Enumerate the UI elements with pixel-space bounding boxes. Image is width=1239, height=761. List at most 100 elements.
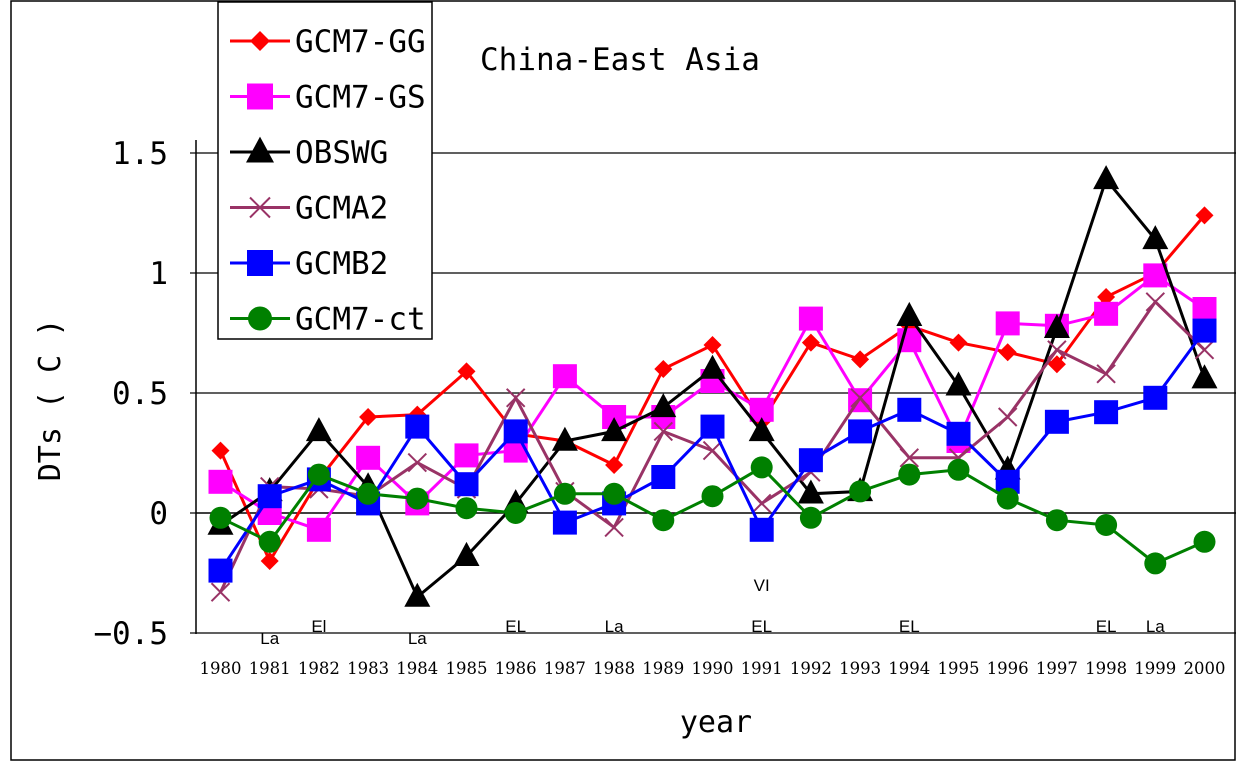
square-marker: [946, 421, 971, 446]
circle-marker: [1193, 530, 1216, 553]
diamond-marker: [949, 333, 968, 352]
circle-marker: [750, 456, 773, 479]
circle-marker: [258, 530, 281, 553]
circle-marker: [701, 485, 724, 508]
triangle-marker: [1142, 225, 1169, 250]
x-marker: [1145, 292, 1166, 312]
x-tick-label: 1987: [544, 659, 586, 678]
square-marker: [306, 517, 331, 542]
x-marker: [997, 407, 1018, 427]
annotations-layer: La El La EL La VI EL EL EL La: [260, 576, 1165, 648]
diamond-marker: [457, 362, 476, 381]
x-tick-label: 1998: [1085, 659, 1127, 678]
square-marker: [1192, 297, 1217, 321]
x-marker: [899, 448, 920, 468]
x-marker: [604, 517, 624, 538]
diamond-marker: [998, 343, 1017, 362]
x-tick-label: 1989: [642, 659, 684, 678]
diamond-marker: [211, 441, 230, 460]
square-marker: [1143, 263, 1168, 288]
square-marker: [208, 558, 233, 583]
y-tick-label: 1.5: [112, 136, 168, 172]
triangle-marker: [305, 417, 332, 442]
x-marker: [850, 388, 870, 408]
diamond-marker: [260, 552, 279, 570]
y-axis-label: DTs ( C ): [33, 319, 68, 482]
chart-title: China-East Asia: [480, 42, 760, 78]
x-tick-label: 1980: [200, 659, 242, 678]
circle-marker: [996, 487, 1019, 510]
x-marker-stroke: [653, 421, 674, 442]
x-marker: [1047, 340, 1067, 360]
circle-marker: [553, 482, 576, 505]
legend-entry: GCM7-ct: [230, 302, 426, 338]
square-marker: [247, 83, 273, 110]
circle-marker: [504, 502, 527, 524]
diamond-marker: [1047, 355, 1066, 374]
square-marker: [848, 419, 873, 444]
triangle-marker: [797, 479, 824, 504]
square-marker: [208, 469, 233, 494]
square-marker: [651, 465, 676, 489]
square-marker: [257, 484, 282, 509]
y-tick-label: −0.5: [93, 616, 168, 652]
event-annotation: La: [1146, 617, 1165, 636]
x-marker-stroke: [899, 448, 920, 468]
x-tick-label: 1982: [298, 659, 340, 678]
x-tick-label: 1991: [741, 659, 783, 678]
event-annotation: EL: [505, 617, 526, 636]
legend-label: GCM7-GG: [295, 24, 426, 60]
triangle-marker: [1093, 165, 1120, 190]
legend-entry: GCMA2: [230, 191, 388, 227]
circle-marker: [898, 463, 921, 486]
x-marker-stroke: [1194, 340, 1215, 360]
x-marker: [1194, 340, 1215, 360]
x-tick-label: 1988: [593, 659, 635, 678]
x-tick-label: 1983: [347, 659, 389, 678]
x-tick-label: 1986: [495, 659, 537, 678]
x-marker-stroke: [997, 407, 1018, 427]
x-marker-stroke: [850, 388, 870, 408]
square-marker: [552, 510, 577, 535]
x-marker-stroke: [249, 196, 271, 219]
legend-box: [217, 1, 433, 340]
event-annotation: EL: [751, 617, 772, 636]
legend-label: GCM7-ct: [295, 302, 426, 338]
triangle-marker: [650, 393, 677, 418]
circle-marker: [1144, 552, 1167, 575]
x-marker: [653, 421, 674, 442]
triangle-marker: [404, 582, 431, 607]
y-tick-label: 1: [149, 256, 168, 292]
x-marker-stroke: [604, 517, 624, 538]
legend-entry: GCM7-GG: [230, 24, 426, 60]
square-marker: [1192, 318, 1217, 343]
circle-marker: [209, 506, 232, 529]
triangle-marker: [896, 301, 923, 326]
x-marker: [505, 388, 526, 408]
event-annotation: La: [605, 617, 624, 636]
y-tick-label: 0.5: [112, 376, 168, 412]
square-marker: [552, 364, 577, 389]
x-marker: [1096, 364, 1116, 384]
x-marker-stroke: [210, 582, 231, 602]
circle-marker: [455, 497, 478, 520]
diamond-marker: [1195, 206, 1214, 225]
diamond-marker: [359, 408, 378, 426]
x-tick-label: 1994: [888, 659, 930, 678]
legend-label: GCMB2: [295, 246, 388, 282]
square-marker: [1094, 301, 1119, 326]
triangle-marker: [1043, 313, 1070, 338]
y-tick-label: 0: [149, 496, 168, 532]
event-annotation: La: [408, 629, 427, 648]
circle-marker: [849, 480, 872, 503]
x-marker: [249, 196, 271, 219]
x-marker-stroke: [1096, 364, 1116, 384]
legend-label: GCMA2: [295, 191, 388, 227]
diamond-marker: [1097, 288, 1116, 306]
triangle-marker: [945, 371, 972, 396]
triangle-marker: [1191, 364, 1218, 389]
square-marker: [1094, 400, 1119, 425]
square-marker: [1143, 385, 1168, 410]
event-annotation: EL: [899, 617, 920, 636]
